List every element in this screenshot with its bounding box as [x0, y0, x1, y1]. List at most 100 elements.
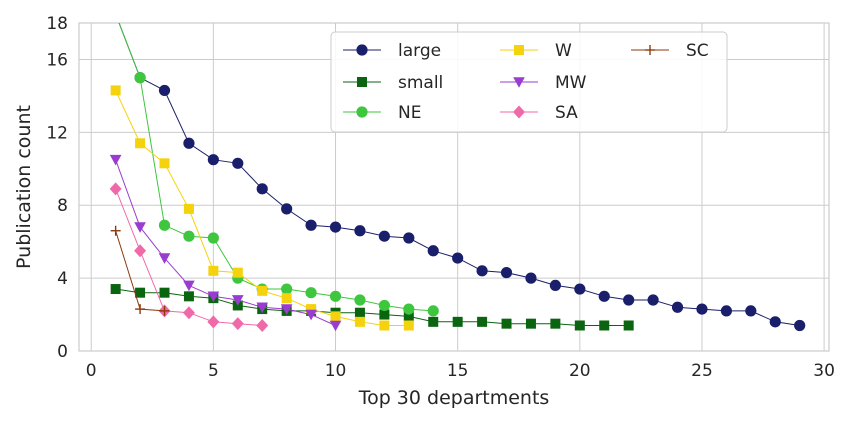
- data-point-ne: [403, 303, 415, 315]
- data-point-large: [647, 294, 659, 306]
- x-tick-label: 5: [208, 361, 219, 381]
- data-point-w: [257, 285, 268, 296]
- data-point-small: [452, 316, 463, 327]
- data-point-large: [183, 137, 195, 149]
- data-point-large: [403, 232, 415, 244]
- data-point-ne: [281, 283, 293, 295]
- data-point-ne: [329, 290, 342, 302]
- data-point-large: [110, 9, 120, 19]
- data-point-large: [500, 267, 513, 279]
- y-tick-label: 0: [57, 342, 68, 362]
- data-point-large: [158, 84, 171, 97]
- data-point-large: [378, 230, 390, 242]
- grid: [79, 22, 829, 352]
- legend-marker: [513, 105, 525, 119]
- data-point-w: [208, 265, 219, 276]
- legend-marker: [513, 77, 525, 88]
- data-point-large: [427, 245, 439, 257]
- legend-item-large: large: [343, 41, 441, 61]
- data-point-sa: [231, 317, 244, 331]
- data-point-small: [183, 291, 194, 302]
- data-point-ne: [207, 232, 219, 244]
- data-point-sa: [182, 306, 195, 320]
- y-axis-label: Publication count: [13, 105, 35, 269]
- data-point-small: [525, 318, 536, 329]
- data-point-small: [159, 287, 170, 298]
- data-point-mw: [158, 253, 171, 264]
- legend-label: small: [398, 73, 443, 93]
- data-point-w: [306, 304, 317, 315]
- data-point-large: [329, 221, 342, 233]
- legend-item-mw: MW: [500, 73, 587, 93]
- data-point-ne: [378, 299, 390, 312]
- data-point-sa: [256, 318, 269, 332]
- x-tick-label: 15: [447, 361, 469, 381]
- data-point-small: [379, 309, 390, 320]
- data-point-mw: [305, 309, 317, 321]
- legend-marker: [514, 45, 524, 55]
- x-tick-label: 25: [691, 361, 713, 381]
- data-point-large: [696, 303, 708, 315]
- data-point-large: [452, 252, 464, 264]
- data-point-small: [501, 318, 512, 329]
- data-point-ne: [427, 305, 439, 317]
- x-tick-label: 0: [86, 361, 97, 381]
- data-point-mw: [280, 304, 293, 315]
- data-point-small: [599, 320, 610, 331]
- legend-item-sc: SC: [631, 41, 709, 61]
- x-tick-label: 20: [569, 361, 591, 381]
- data-point-mw: [109, 154, 122, 166]
- x-tick-label: 30: [813, 361, 835, 381]
- y-tick-label: 16: [46, 50, 68, 70]
- legend-item-sa: SA: [500, 103, 578, 123]
- y-tick-label: 8: [57, 196, 68, 216]
- legend-label: W: [555, 41, 572, 61]
- data-point-w: [281, 293, 292, 304]
- data-point-sa: [134, 244, 147, 258]
- data-point-ne: [110, 9, 120, 19]
- legend-label: SC: [686, 41, 709, 61]
- data-point-large: [623, 294, 635, 306]
- data-point-ne: [158, 219, 171, 231]
- data-point-sc: [159, 305, 170, 316]
- data-point-sc: [110, 225, 121, 236]
- data-point-w: [232, 267, 243, 278]
- series-sa: [109, 182, 269, 332]
- data-point-large: [598, 290, 610, 302]
- x-tick-label: 10: [325, 361, 347, 381]
- legend-label: SA: [555, 103, 578, 123]
- data-point-large: [232, 157, 244, 169]
- data-point-large: [305, 219, 317, 231]
- series-ne: [110, 9, 439, 317]
- legend-marker: [356, 106, 368, 118]
- data-point-small: [354, 307, 365, 318]
- series-sc: [110, 225, 170, 316]
- x-axis-label: Top 30 departments: [358, 387, 550, 409]
- data-point-large: [476, 265, 488, 277]
- ticks: 0 5 10 15 20 25 30 0 4 8 12 16 18: [46, 14, 835, 381]
- y-tick-label: 4: [57, 269, 68, 289]
- legend-item-w: W: [500, 41, 572, 61]
- data-point-sc: [135, 304, 146, 315]
- data-point-small: [135, 287, 146, 298]
- data-point-small: [550, 318, 561, 329]
- data-point-large: [207, 154, 219, 166]
- data-point-large: [574, 283, 586, 295]
- data-point-large: [720, 305, 732, 317]
- legend-marker: [645, 45, 655, 55]
- legend-item-ne: NE: [343, 103, 421, 123]
- data-point-w: [183, 203, 194, 214]
- series-layer: [109, 9, 806, 332]
- data-point-mw: [134, 222, 146, 233]
- legend-label: NE: [398, 103, 421, 123]
- y-tick-label: 18: [46, 14, 68, 34]
- data-point-small: [477, 316, 488, 327]
- series-w: [110, 85, 414, 331]
- series-line-mw: [115, 159, 336, 326]
- data-point-ne: [305, 287, 317, 299]
- series-line-small: [115, 288, 629, 326]
- data-point-mw: [231, 295, 244, 306]
- data-point-large: [354, 225, 366, 237]
- data-point-large: [769, 316, 781, 328]
